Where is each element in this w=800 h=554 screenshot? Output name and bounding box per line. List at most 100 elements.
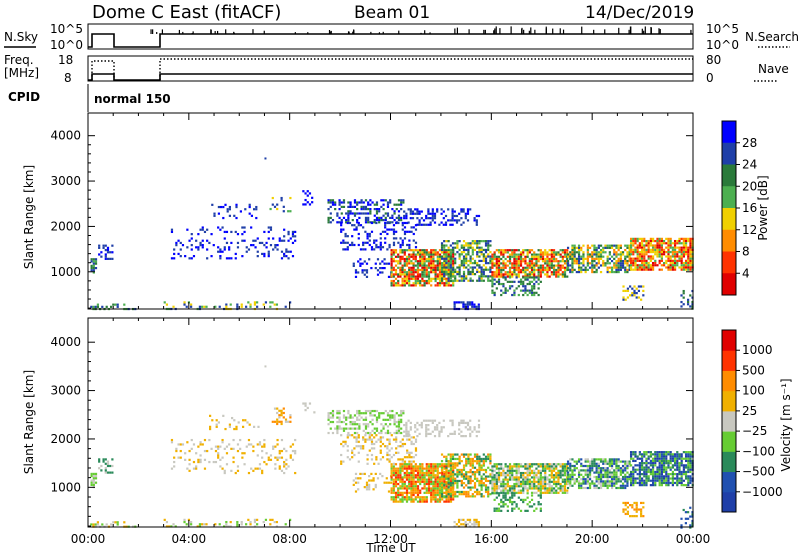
echo-cell — [530, 480, 534, 483]
echo-cell — [255, 205, 258, 209]
echo-cell — [345, 221, 348, 224]
echo-cell — [500, 266, 503, 269]
echo-cell — [552, 264, 556, 267]
echo-cell — [443, 270, 446, 274]
echo-cell — [477, 430, 481, 433]
echo-cell — [533, 503, 536, 506]
echo-cell — [225, 452, 229, 455]
echo-cell — [283, 471, 286, 475]
echo-cell — [577, 480, 581, 483]
echo-cell — [468, 303, 472, 306]
echo-cell — [680, 253, 683, 256]
echo-cell — [226, 208, 229, 211]
echo-cell — [524, 478, 527, 481]
echo-cell — [597, 480, 600, 483]
echo-cell — [462, 464, 466, 467]
echo-cell — [689, 294, 692, 297]
echo-cell — [533, 474, 536, 477]
echo-cell — [447, 453, 450, 456]
echo-cell — [434, 469, 437, 472]
echo-cell — [491, 278, 494, 281]
echo-cell — [557, 478, 560, 481]
echo-cell — [431, 430, 434, 433]
echo-cell — [582, 257, 585, 260]
echo-cell — [660, 255, 663, 258]
echo-cell — [491, 471, 494, 475]
echo-cell — [390, 481, 393, 484]
echo-cell — [528, 482, 531, 486]
echo-cell — [241, 255, 244, 258]
echo-cell — [401, 243, 404, 247]
echo-cell — [566, 259, 570, 263]
echo-cell — [416, 467, 420, 470]
echo-cell — [489, 251, 492, 254]
echo-cell — [334, 201, 337, 204]
echo-cell — [423, 273, 426, 276]
echo-cell — [478, 462, 481, 465]
colorbar-tick-label: 20 — [742, 179, 757, 193]
echo-cell — [638, 266, 641, 269]
echo-cell — [460, 482, 463, 485]
echo-cell — [541, 463, 545, 466]
echo-cell — [256, 237, 259, 240]
echo-cell — [392, 268, 395, 272]
echo-cell — [533, 251, 536, 254]
echo-cell — [382, 203, 385, 206]
echo-cell — [506, 467, 509, 470]
echo-cell — [489, 268, 492, 271]
echo-cell — [222, 205, 225, 209]
echo-cell — [515, 273, 518, 276]
echo-cell — [563, 478, 567, 481]
echo-cell — [497, 478, 501, 481]
echo-cell — [269, 305, 272, 308]
echo-cell — [530, 463, 534, 466]
echo-cell — [506, 478, 509, 481]
echo-cell — [192, 443, 196, 446]
echo-cell — [403, 471, 406, 475]
echo-cell — [522, 268, 525, 272]
echo-cell — [269, 244, 273, 247]
echo-cell — [267, 237, 270, 240]
echo-cell — [624, 266, 627, 269]
echo-cell — [519, 480, 523, 483]
echo-cell — [229, 520, 232, 524]
echo-cell — [430, 471, 433, 475]
echo-cell — [376, 477, 380, 480]
echo-cell — [364, 412, 368, 415]
echo-cell — [533, 485, 536, 488]
echo-cell — [473, 455, 477, 458]
echo-cell — [476, 270, 479, 274]
echo-cell — [342, 416, 346, 419]
echo-cell — [577, 246, 581, 249]
echo-cell — [199, 460, 202, 464]
colorbar-swatch — [722, 164, 736, 187]
echo-cell — [451, 275, 455, 278]
echo-cell — [541, 255, 545, 258]
echo-cell — [375, 434, 378, 437]
echo-cell — [504, 264, 507, 267]
echo-cell — [228, 425, 231, 428]
echo-cell — [604, 482, 607, 485]
echo-cell — [403, 253, 406, 256]
echo-cell — [606, 473, 609, 476]
echo-cell — [691, 296, 694, 299]
echo-cell — [425, 217, 428, 220]
echo-cell — [406, 451, 409, 454]
echo-cell — [371, 423, 374, 426]
echo-cell — [548, 467, 551, 470]
echo-cell — [308, 192, 312, 195]
echo-cell — [533, 491, 536, 494]
echo-cell — [513, 251, 516, 254]
echo-cell — [104, 471, 107, 474]
echo-cell — [451, 223, 454, 226]
echo-cell — [373, 414, 376, 417]
echo-cell — [199, 241, 202, 245]
echo-cell — [482, 477, 485, 480]
echo-cell — [370, 447, 374, 450]
echo-cell — [403, 474, 406, 477]
echo-cell — [451, 212, 454, 215]
echo-cell — [478, 251, 481, 254]
echo-cell — [491, 273, 494, 276]
echo-cell — [522, 282, 525, 286]
echo-cell — [363, 273, 366, 276]
